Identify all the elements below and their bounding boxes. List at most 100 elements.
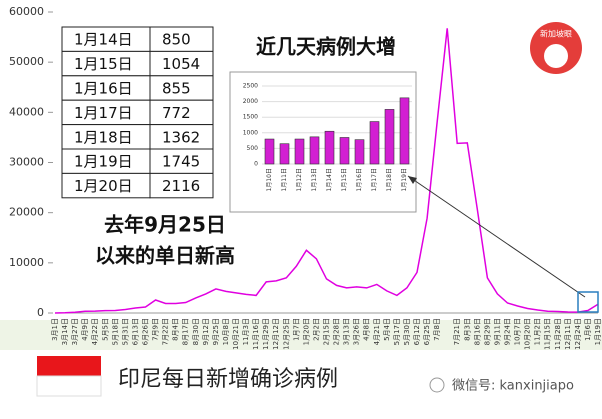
x-tick-label: 5月5日	[101, 318, 109, 341]
y-tick-label: 2500	[243, 83, 258, 90]
x-tick-label: 8月16日	[473, 318, 481, 345]
table-text: 850	[162, 31, 191, 49]
table-cell	[149, 148, 214, 174]
y-tick-label: 50000	[9, 55, 44, 68]
x-tick-label: 10月21日	[232, 318, 240, 350]
x-tick-label: 11月2日	[534, 318, 542, 345]
annotation: 去年9月25日	[104, 213, 226, 237]
flag-white	[36, 375, 102, 397]
y-tick-label: 1000	[243, 129, 258, 136]
bar	[399, 97, 410, 165]
y-tick-label: 500	[247, 145, 259, 152]
y-tick-label: 30000	[9, 156, 44, 169]
logo-text: 新加坡眼	[540, 29, 572, 39]
table-text: 1月19日	[74, 153, 133, 171]
x-tick-label: 1月10日	[266, 168, 273, 191]
x-tick-label: 11月28日	[554, 318, 562, 350]
table-text: 1月16日	[74, 80, 133, 98]
x-tick-label: 9月11日	[493, 318, 501, 345]
bar	[354, 139, 365, 165]
table-text: 1月15日	[74, 55, 133, 73]
inset-title: 近几天病例大增	[256, 35, 396, 59]
x-tick-label: 12月25日	[282, 318, 290, 350]
x-tick-label: 3月14日	[61, 318, 69, 345]
x-tick-label: 6月25日	[423, 318, 431, 345]
x-tick-label: 1月12日	[296, 168, 303, 191]
x-tick-label: 8月4日	[172, 318, 180, 341]
bar	[324, 130, 335, 165]
x-tick-label: 9月25日	[212, 318, 220, 345]
x-tick-label: 1月17日	[371, 168, 378, 191]
watermark: 微信号: kanxinjiapo	[452, 379, 574, 394]
table-cell	[61, 75, 151, 101]
x-tick-label: 7月22日	[162, 318, 170, 345]
x-tick-label: 4月9日	[81, 318, 89, 341]
x-tick-label: 4月22日	[91, 318, 99, 345]
table-text: 1745	[162, 153, 200, 171]
y-tick-label: 20000	[9, 206, 44, 219]
ground	[0, 320, 602, 350]
x-tick-label: 1月13日	[311, 168, 318, 191]
x-tick-label: 2月28日	[333, 318, 341, 345]
table-text: 1月17日	[74, 104, 133, 122]
x-tick-label: 1月18日	[386, 168, 393, 191]
x-tick-label: 4月21日	[373, 318, 381, 345]
x-tick-label: 11月3日	[242, 318, 250, 345]
table-cell	[149, 124, 214, 150]
table-cell	[61, 124, 151, 150]
y-tick-label: 2000	[243, 98, 258, 105]
x-tick-label: 5月4日	[383, 318, 391, 341]
x-tick-label: 10月8日	[222, 318, 230, 345]
arrow-head	[408, 176, 417, 184]
bar	[339, 137, 350, 165]
logo-eye	[544, 44, 568, 68]
inset-chart: 0 500 1000 1500 2000 2500 1月10日 1月11日 1月12日 1月13日…	[243, 83, 412, 191]
x-tick-label: 1月16日	[356, 168, 363, 191]
x-tick-label: 2月15日	[323, 318, 331, 345]
table: 1月14日 850 1月15日 1054 1月16日 855 1月17日 772 1月18日 13…	[61, 26, 214, 199]
flag-red	[37, 356, 101, 376]
x-tick-label: 7月21日	[453, 318, 461, 345]
y-tick-label: 0	[37, 306, 44, 319]
x-tick-label: 2月2日	[312, 318, 320, 341]
x-tick-label: 8月17日	[182, 318, 190, 345]
x-tick-label: 8月3日	[463, 318, 471, 341]
chart-title: 印尼每日新增确诊病例	[118, 367, 338, 392]
x-tick-label: 1月15日	[341, 168, 348, 191]
table-text: 1月20日	[74, 177, 133, 195]
x-tick-label: 8月29日	[483, 318, 491, 345]
bar	[294, 138, 305, 165]
table-cell	[149, 99, 214, 126]
bar	[264, 138, 275, 165]
x-tick-label: 12月24日	[574, 318, 582, 350]
y-tick-label: 60000	[9, 5, 44, 18]
y-tick-label: 1500	[243, 114, 258, 121]
bar	[384, 109, 395, 165]
x-tick-label: 12月11日	[564, 318, 572, 350]
x-tick-label: 7月9日	[152, 318, 160, 341]
table-cell	[61, 148, 151, 174]
table-text: 1362	[162, 128, 200, 146]
x-tick-label: 1月19日	[401, 168, 408, 191]
x-tick-label: 10月20日	[524, 318, 532, 350]
y-tick-label: 10000	[9, 256, 44, 269]
table-text: 1054	[162, 55, 200, 73]
table-text: 772	[162, 104, 191, 122]
table-text: 1月14日	[74, 31, 133, 49]
x-tick-label: 3月13日	[343, 318, 351, 345]
x-tick-label: 3月26日	[353, 318, 361, 345]
x-tick-label: 4月8日	[363, 318, 371, 341]
x-tick-label: 6月12日	[413, 318, 421, 345]
table-cell	[61, 172, 151, 199]
x-tick-label: 1月7日	[292, 318, 300, 341]
table-cell	[149, 26, 214, 52]
x-tick-label: 12月12日	[272, 318, 280, 350]
wechat-icon	[429, 377, 445, 393]
x-tick-label: 8月30日	[192, 318, 200, 345]
x-tick-label: 1月6日	[584, 318, 592, 341]
x-tick-label: 11月16日	[252, 318, 260, 350]
x-tick-label: 5月18日	[111, 318, 119, 345]
x-tick-label: 11月15日	[544, 318, 552, 350]
table-cell	[61, 26, 151, 52]
